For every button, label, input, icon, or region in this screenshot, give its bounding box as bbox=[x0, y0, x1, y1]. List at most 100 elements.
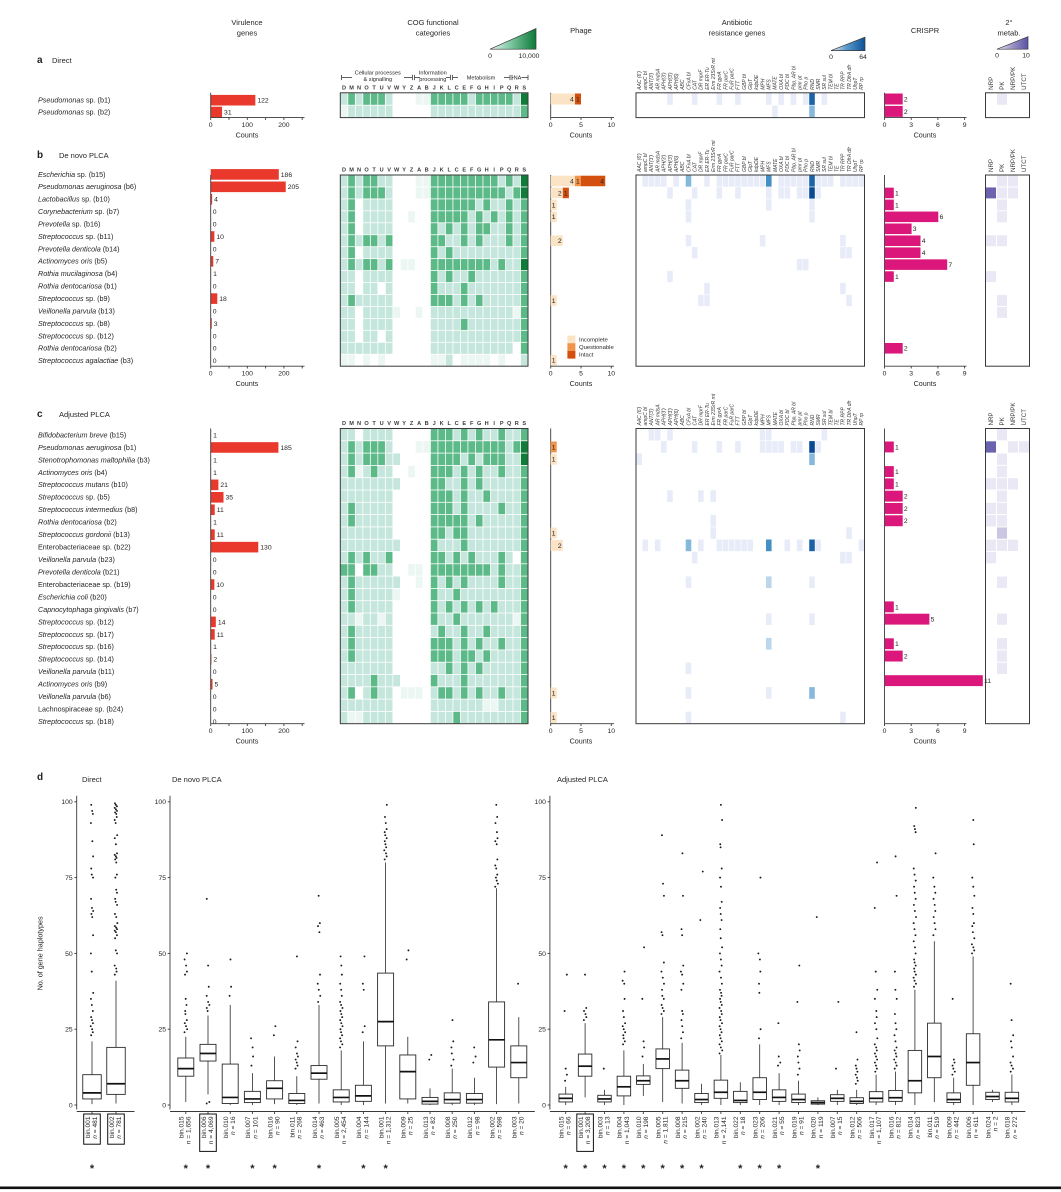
svg-text:Q: Q bbox=[507, 168, 512, 174]
svg-text:3: 3 bbox=[913, 226, 917, 233]
svg-text:3: 3 bbox=[909, 371, 913, 378]
svg-text:AR mdsA: AR mdsA bbox=[655, 404, 661, 427]
svg-text:ANT(3'): ANT(3') bbox=[649, 155, 655, 173]
svg-text:SR sul: SR sul bbox=[822, 410, 828, 426]
svg-text:25: 25 bbox=[65, 1027, 73, 1034]
svg-text:bin.008: bin.008 bbox=[445, 1116, 452, 1138]
svg-text:4: 4 bbox=[570, 178, 574, 185]
svg-text:2: 2 bbox=[904, 506, 908, 513]
svg-text:TR RPP: TR RPP bbox=[841, 407, 847, 426]
svg-text:J: J bbox=[433, 421, 436, 427]
svg-text:1: 1 bbox=[895, 202, 899, 209]
svg-text:n = 2,454: n = 2,454 bbox=[341, 1116, 348, 1144]
svg-text:FR gyrA: FR gyrA bbox=[717, 71, 723, 90]
svg-text:bin.002: bin.002 bbox=[489, 1116, 496, 1138]
svg-text:n = 598: n = 598 bbox=[497, 1116, 504, 1139]
svg-text:De novo PLCA: De novo PLCA bbox=[59, 151, 109, 160]
svg-text:bin.021: bin.021 bbox=[772, 1116, 779, 1138]
svg-text:TR DfrA dfr: TR DfrA dfr bbox=[847, 64, 853, 89]
svg-text:PK: PK bbox=[999, 163, 1006, 172]
svg-text:bin.002: bin.002 bbox=[109, 1116, 116, 1138]
svg-text:PDC bl: PDC bl bbox=[785, 409, 791, 426]
svg-text:10: 10 bbox=[216, 582, 224, 589]
svg-text:Streptococcus sp. (b12): Streptococcus sp. (b12) bbox=[38, 617, 114, 626]
svg-text:200: 200 bbox=[278, 728, 290, 735]
svg-text:10: 10 bbox=[1022, 53, 1030, 60]
svg-text:bin.014: bin.014 bbox=[908, 1116, 915, 1138]
svg-text:4: 4 bbox=[570, 96, 574, 103]
svg-text:ER ER-Tu: ER ER-Tu bbox=[705, 67, 711, 90]
svg-text:FuR parC: FuR parC bbox=[730, 403, 736, 425]
svg-text:D: D bbox=[342, 85, 346, 91]
svg-text:n = 20: n = 20 bbox=[519, 1116, 526, 1135]
svg-text:2: 2 bbox=[558, 190, 562, 197]
svg-text:10: 10 bbox=[608, 728, 616, 735]
svg-text:n = 144: n = 144 bbox=[363, 1116, 370, 1139]
svg-text:FR gyrA: FR gyrA bbox=[717, 407, 723, 426]
svg-text:MATE: MATE bbox=[773, 76, 779, 90]
svg-text:100: 100 bbox=[242, 728, 254, 735]
svg-text:n = 240: n = 240 bbox=[701, 1116, 708, 1139]
svg-text:Pbp, AR bl: Pbp, AR bl bbox=[791, 65, 797, 90]
svg-text:E: E bbox=[462, 85, 466, 91]
svg-text:O: O bbox=[364, 168, 369, 174]
svg-text:6: 6 bbox=[936, 122, 940, 129]
svg-text:*: * bbox=[758, 1163, 763, 1175]
svg-text:H: H bbox=[485, 85, 489, 91]
svg-text:18: 18 bbox=[219, 296, 227, 303]
svg-text:metab.: metab. bbox=[998, 29, 1021, 38]
svg-text:4: 4 bbox=[922, 238, 926, 245]
svg-text:W: W bbox=[394, 421, 400, 427]
svg-text:Streptococcus sp. (b5): Streptococcus sp. (b5) bbox=[38, 493, 110, 502]
svg-text:UTCT: UTCT bbox=[1021, 155, 1028, 172]
svg-text:9: 9 bbox=[963, 122, 967, 129]
svg-text:Pho p: Pho p bbox=[804, 77, 810, 90]
svg-text:AR mdsA: AR mdsA bbox=[655, 68, 661, 91]
svg-text:75: 75 bbox=[158, 875, 166, 882]
svg-text:21: 21 bbox=[220, 482, 228, 489]
svg-text:ANT(3'): ANT(3') bbox=[649, 72, 655, 90]
svg-text:Streptococcus agalactiae (b3): Streptococcus agalactiae (b3) bbox=[38, 356, 133, 365]
svg-text:Y: Y bbox=[402, 421, 406, 427]
svg-text:n = 13: n = 13 bbox=[604, 1116, 611, 1135]
svg-text:6: 6 bbox=[936, 728, 940, 735]
svg-text:CRISPR: CRISPR bbox=[911, 26, 940, 35]
svg-text:A: A bbox=[417, 85, 421, 91]
svg-text:0: 0 bbox=[549, 728, 553, 735]
svg-text:bin.013: bin.013 bbox=[423, 1116, 430, 1138]
svg-text:1: 1 bbox=[564, 190, 568, 197]
svg-text:SR sul: SR sul bbox=[822, 156, 828, 172]
svg-text:3: 3 bbox=[909, 122, 913, 129]
svg-text:FR parC: FR parC bbox=[723, 71, 729, 90]
svg-text:B: B bbox=[425, 168, 429, 174]
svg-text:NRP: NRP bbox=[988, 77, 995, 90]
svg-text:FR parC: FR parC bbox=[723, 406, 729, 425]
svg-text:0: 0 bbox=[883, 728, 887, 735]
svg-text:2: 2 bbox=[558, 543, 562, 550]
svg-text:APH(3'): APH(3') bbox=[662, 154, 668, 173]
svg-text:5: 5 bbox=[579, 122, 583, 129]
svg-text:Counts: Counts bbox=[914, 737, 937, 746]
svg-text:n = 2,141: n = 2,141 bbox=[721, 1116, 728, 1144]
svg-text:G: G bbox=[477, 168, 481, 174]
svg-text:Counts: Counts bbox=[914, 131, 937, 140]
svg-text:1: 1 bbox=[552, 715, 556, 722]
svg-text:NRP: NRP bbox=[988, 159, 995, 172]
svg-text:GBP bl: GBP bl bbox=[742, 155, 748, 172]
svg-text:100: 100 bbox=[242, 371, 254, 378]
svg-text:Streptococcus intermedius (b8): Streptococcus intermedius (b8) bbox=[38, 505, 138, 514]
svg-text:G: G bbox=[477, 85, 481, 91]
svg-text:V: V bbox=[387, 421, 391, 427]
svg-text:GlpT: GlpT bbox=[748, 78, 754, 90]
svg-text:K: K bbox=[440, 168, 444, 174]
svg-text:0: 0 bbox=[213, 358, 217, 365]
svg-text:T: T bbox=[372, 421, 376, 427]
svg-text:resistance genes: resistance genes bbox=[709, 29, 766, 38]
svg-text:0: 0 bbox=[213, 707, 217, 714]
svg-text:H: H bbox=[485, 421, 489, 427]
svg-text:25: 25 bbox=[538, 1027, 546, 1034]
svg-text:K: K bbox=[440, 85, 444, 91]
svg-text:& signalling: & signalling bbox=[363, 77, 392, 83]
svg-text:bin.005: bin.005 bbox=[334, 1116, 341, 1138]
svg-text:Enterobacteriaceae sp. (b22): Enterobacteriaceae sp. (b22) bbox=[38, 543, 131, 552]
